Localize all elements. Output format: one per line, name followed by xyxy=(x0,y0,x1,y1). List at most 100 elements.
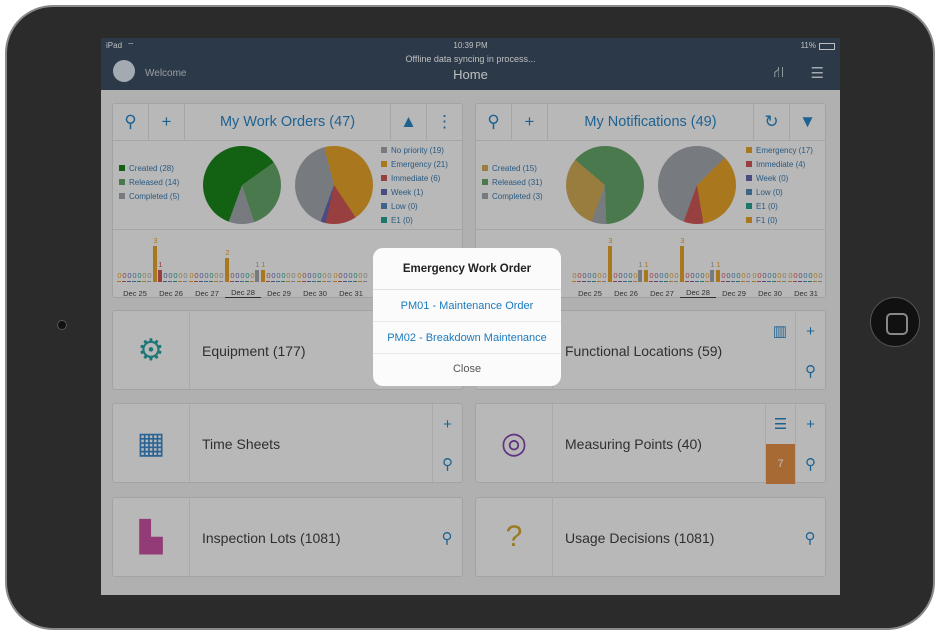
legend-item[interactable]: Completed (3) xyxy=(482,190,543,204)
search-icon[interactable]: ⚲ xyxy=(113,104,149,140)
day-label: Dec 25 xyxy=(578,289,602,298)
day-group[interactable]: 0 0 0 0 0 0 0 Dec 31 xyxy=(788,230,824,300)
day-group[interactable]: 0 0 0 0 0 0 0 Dec 25 xyxy=(117,230,153,300)
camera xyxy=(57,320,67,330)
emergency-work-order-dialog: Emergency Work Order PM01 - Maintenance … xyxy=(373,248,561,386)
day-group[interactable]: 1 0 0 0 0 0 0 Dec 29 xyxy=(261,230,297,300)
bar xyxy=(613,281,617,282)
legend-item[interactable]: Immediate (4) xyxy=(746,158,813,172)
list-icon[interactable]: ☰ xyxy=(765,404,795,444)
bar xyxy=(353,281,357,282)
option-pm02[interactable]: PM02 - Breakdown Maintenance xyxy=(373,322,561,354)
bar-chart-icon: ▙ xyxy=(113,498,190,576)
bar xyxy=(168,281,172,282)
legend-swatch xyxy=(746,217,752,223)
bar-value-label: 0 xyxy=(813,271,818,280)
close-button[interactable]: Close xyxy=(452,363,482,375)
add-icon[interactable]: + xyxy=(795,404,825,444)
legend-item[interactable]: Week (0) xyxy=(746,172,813,186)
bar-value-label: 0 xyxy=(137,271,142,280)
count-badge[interactable]: 7 xyxy=(765,444,795,484)
legend-item[interactable]: Released (31) xyxy=(482,176,543,190)
user-avatar-icon[interactable] xyxy=(113,60,135,82)
bar-value-label: 0 xyxy=(613,271,618,280)
day-group[interactable]: 0 0 0 0 0 0 0 Dec 31 xyxy=(333,230,369,300)
legend-item[interactable]: E1 (0) xyxy=(746,200,813,214)
bar-value-label: 0 xyxy=(214,271,219,280)
add-icon[interactable]: + xyxy=(512,104,548,140)
bar xyxy=(608,246,612,282)
day-group[interactable]: 0 0 0 0 0 0 0 Dec 25 xyxy=(572,230,608,300)
legend-item[interactable]: No priority (19) xyxy=(381,144,448,158)
status-legend: Created (28) Released (14) Completed (5) xyxy=(119,162,180,204)
measuring-tape-icon: ◎ xyxy=(476,404,553,482)
refresh-icon[interactable]: ↻ xyxy=(753,104,789,140)
bar xyxy=(209,281,213,282)
status-pie[interactable] xyxy=(203,146,281,224)
bar-value-label: 0 xyxy=(654,271,659,280)
legend-item[interactable]: F1 (0) xyxy=(746,214,813,228)
work-orders-title[interactable]: My Work Orders (47) xyxy=(219,114,356,130)
bar-value-label: 0 xyxy=(741,271,746,280)
bar-value-label: 0 xyxy=(685,271,690,280)
day-group[interactable]: 0 0 0 0 0 0 0 Dec 30 xyxy=(297,230,333,300)
measuring-points-tile[interactable]: ◎ Measuring Points (40) ☰ 7 + ⚲ xyxy=(475,403,826,484)
day-group[interactable]: 1 0 0 0 0 0 0 Dec 27 xyxy=(644,230,680,300)
legend-item[interactable]: E1 (0) xyxy=(381,214,448,228)
inspection-lots-tile[interactable]: ▙ Inspection Lots (1081) ⚲ xyxy=(112,497,463,577)
legend-item[interactable]: Week (1) xyxy=(381,186,448,200)
day-group[interactable]: 2 0 0 0 0 0 1 Dec 28 xyxy=(225,230,261,300)
add-icon[interactable]: + xyxy=(795,311,825,351)
status-pie[interactable] xyxy=(566,146,644,224)
search-icon[interactable]: ⚲ xyxy=(795,351,825,391)
legend-item[interactable]: Emergency (21) xyxy=(381,158,448,172)
barcode-icon[interactable]: ▥ xyxy=(772,323,788,340)
battery-icon xyxy=(819,43,835,50)
bar xyxy=(587,281,591,282)
search-icon[interactable]: ⚲ xyxy=(432,444,462,484)
usage-decisions-tile[interactable]: ? Usage Decisions (1081) ⚲ xyxy=(475,497,826,577)
bar xyxy=(577,281,581,282)
usage-decisions-label: Usage Decisions (1081) xyxy=(565,530,715,546)
legend-item[interactable]: Low (0) xyxy=(381,200,448,214)
legend-item[interactable]: Emergency (17) xyxy=(746,144,813,158)
legend-item[interactable]: Low (0) xyxy=(746,186,813,200)
bar-value-label: 0 xyxy=(333,271,338,280)
add-icon[interactable]: + xyxy=(149,104,185,140)
legend-item[interactable]: Immediate (6) xyxy=(381,172,448,186)
bar xyxy=(762,281,766,282)
more-icon[interactable]: ⋮ xyxy=(426,104,462,140)
search-icon[interactable]: ⚲ xyxy=(804,530,816,547)
legend-item[interactable]: Created (15) xyxy=(482,162,543,176)
priority-pie[interactable] xyxy=(658,146,736,224)
add-icon[interactable]: + xyxy=(432,404,462,444)
sync-settings-icon[interactable]: ☰ xyxy=(810,65,824,82)
time-sheets-tile[interactable]: ▦ Time Sheets + ⚲ xyxy=(112,403,463,484)
legend-swatch xyxy=(746,189,752,195)
legend-item[interactable]: Completed (5) xyxy=(119,190,180,204)
bar-value-label: 0 xyxy=(281,271,286,280)
bar xyxy=(255,270,259,282)
priority-pie[interactable] xyxy=(295,146,373,224)
search-icon[interactable]: ⚲ xyxy=(795,444,825,484)
day-group[interactable]: 0 0 0 0 0 0 0 Dec 27 xyxy=(189,230,225,300)
day-group[interactable]: 3 0 0 0 0 0 1 Dec 26 xyxy=(608,230,644,300)
gears-icon: ⚙ xyxy=(113,311,190,389)
notifications-title[interactable]: My Notifications (49) xyxy=(584,114,717,130)
day-group[interactable]: 3 1 0 0 0 0 0 Dec 26 xyxy=(153,230,189,300)
legend-item[interactable]: Released (14) xyxy=(119,176,180,190)
day-group[interactable]: 3 0 0 0 0 0 1 Dec 28 xyxy=(680,230,716,300)
alert-triangle-icon[interactable]: ▲ xyxy=(390,104,426,140)
search-icon[interactable]: ⚲ xyxy=(476,104,512,140)
bar xyxy=(147,281,151,282)
map-route-icon[interactable]: ⛙ xyxy=(773,64,784,81)
legend-label: E1 (0) xyxy=(391,216,413,225)
search-icon[interactable]: ⚲ xyxy=(441,530,453,547)
day-group[interactable]: 1 0 0 0 0 0 0 Dec 29 xyxy=(716,230,752,300)
home-button[interactable] xyxy=(870,297,920,347)
day-group[interactable]: 0 0 0 0 0 0 0 Dec 30 xyxy=(752,230,788,300)
bar xyxy=(312,281,316,282)
legend-item[interactable]: Created (28) xyxy=(119,162,180,176)
filter-icon[interactable]: ▼ xyxy=(789,104,825,140)
option-pm01[interactable]: PM01 - Maintenance Order xyxy=(373,290,561,322)
